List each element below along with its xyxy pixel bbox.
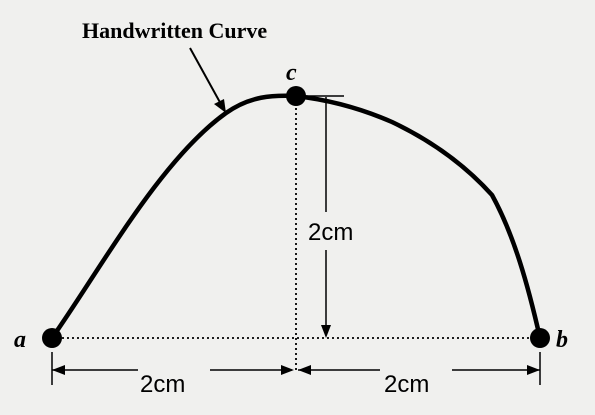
point-a-label: a bbox=[14, 327, 26, 353]
height-label: 2cm bbox=[308, 219, 353, 246]
right-width-dimension bbox=[298, 352, 541, 385]
right-width-label: 2cm bbox=[384, 371, 429, 398]
point-c bbox=[286, 86, 306, 106]
point-b bbox=[530, 328, 550, 348]
title-leader-arrow bbox=[189, 47, 226, 113]
height-dimension bbox=[306, 95, 344, 338]
point-c-label: c bbox=[286, 60, 297, 86]
point-b-label: b bbox=[556, 327, 568, 353]
left-width-label: 2cm bbox=[140, 371, 185, 398]
point-a bbox=[42, 328, 62, 348]
curve-title: Handwritten Curve bbox=[82, 18, 267, 43]
left-width-dimension bbox=[51, 352, 294, 385]
handwritten-curve bbox=[49, 93, 543, 341]
